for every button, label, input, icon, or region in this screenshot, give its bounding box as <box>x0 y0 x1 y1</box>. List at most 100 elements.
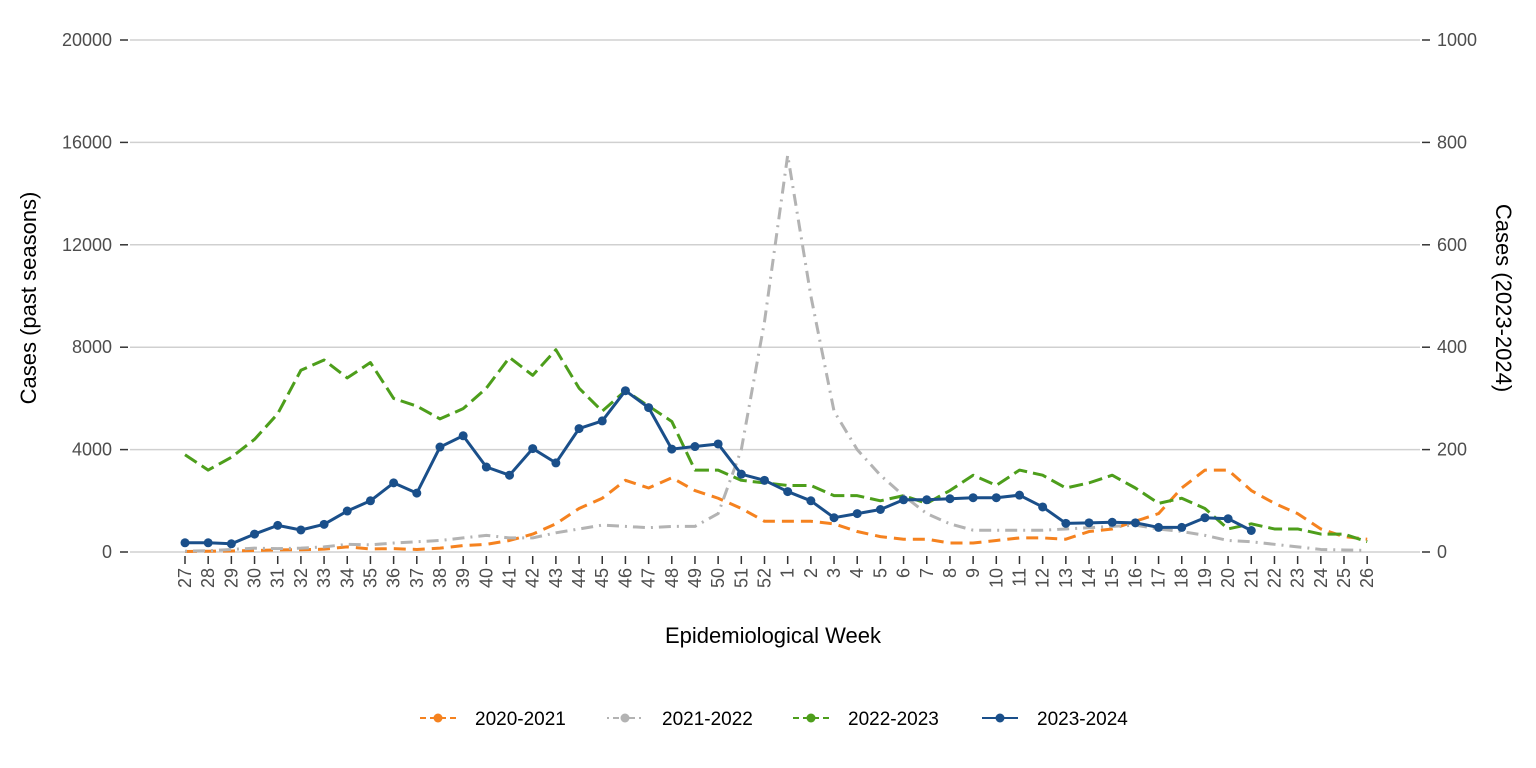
x-tick-label: 40 <box>476 568 496 588</box>
x-tick-label: 10 <box>986 568 1006 588</box>
data-point <box>1200 513 1210 523</box>
left-tick-label: 16000 <box>62 132 112 152</box>
data-point <box>435 442 445 452</box>
legend-swatch-marker <box>806 713 816 723</box>
x-tick-label: 29 <box>221 568 241 588</box>
x-tick-label: 14 <box>1079 568 1099 588</box>
data-point <box>319 519 329 529</box>
data-point <box>528 444 538 454</box>
data-point <box>852 509 862 519</box>
x-tick-label: 51 <box>731 568 751 588</box>
x-tick-label: 4 <box>847 568 867 578</box>
left-tick-label: 0 <box>102 542 112 562</box>
series-line-2021-2022 <box>184 153 1368 553</box>
data-point <box>226 539 236 549</box>
x-axis: 27 28 29 30 31 32 33 34 35 36 37 38 39 40 41 42 43 44 45 46… <box>175 556 1377 588</box>
data-point <box>458 431 468 441</box>
x-tick-label: 20 <box>1218 568 1238 588</box>
x-tick-label: 38 <box>430 568 450 588</box>
data-point <box>667 444 677 454</box>
data-point <box>783 487 793 497</box>
right-tick-label: 200 <box>1437 440 1467 460</box>
x-tick-label: 43 <box>546 568 566 588</box>
left-tick-label: 8000 <box>72 337 112 357</box>
data-point <box>342 506 352 516</box>
data-point <box>365 496 375 506</box>
data-point <box>1177 522 1187 532</box>
left-tick-label: 20000 <box>62 30 112 50</box>
x-tick-label: 47 <box>639 568 659 588</box>
x-tick-label: 12 <box>1033 568 1053 588</box>
x-tick-label: 28 <box>198 568 218 588</box>
x-tick-label: 52 <box>755 568 775 588</box>
x-tick-label: 34 <box>337 568 357 588</box>
right-tick-label: 600 <box>1437 235 1467 255</box>
data-point <box>875 505 885 515</box>
data-point <box>991 493 1001 503</box>
gridlines <box>130 39 1420 553</box>
x-tick-label: 50 <box>708 568 728 588</box>
left-y-axis: 0 4000 8000 12000 16000 20000 <box>62 30 128 562</box>
legend-label: 2021-2022 <box>662 709 753 730</box>
data-point <box>551 458 561 468</box>
right-tick-label: 0 <box>1437 542 1447 562</box>
right-y-axis: 0 200 400 600 800 1000 <box>1422 30 1477 562</box>
data-point <box>389 478 399 488</box>
legend: 2020-2021 2021-2022 2022-2023 2023-2024 <box>420 709 1128 730</box>
data-point <box>481 462 491 472</box>
series-line-2020-2021 <box>184 468 1368 553</box>
x-tick-label: 7 <box>917 568 937 578</box>
data-point <box>1154 522 1164 532</box>
right-tick-label: 800 <box>1437 132 1467 152</box>
data-point <box>736 469 746 479</box>
right-tick-label: 1000 <box>1437 30 1477 50</box>
legend-label: 2023-2024 <box>1037 709 1128 730</box>
x-tick-label: 46 <box>615 568 635 588</box>
x-tick-label: 21 <box>1241 568 1261 588</box>
data-point <box>1061 518 1071 528</box>
x-axis-title: Epidemiological Week <box>665 623 882 648</box>
x-tick-label: 25 <box>1334 568 1354 588</box>
data-point <box>922 495 932 505</box>
x-tick-label: 45 <box>592 568 612 588</box>
x-tick-label: 36 <box>384 568 404 588</box>
x-tick-label: 11 <box>1009 568 1029 587</box>
x-tick-label: 30 <box>245 568 265 588</box>
data-point <box>203 538 213 548</box>
data-point <box>597 416 607 426</box>
data-point <box>505 470 515 480</box>
legend-swatch-marker <box>995 713 1005 723</box>
x-tick-label: 18 <box>1172 568 1192 588</box>
data-point <box>1038 502 1048 512</box>
x-tick-label: 35 <box>360 568 380 588</box>
data-point <box>644 403 654 413</box>
data-point <box>1084 518 1094 528</box>
data-point <box>620 386 630 396</box>
data-point <box>412 488 422 498</box>
x-tick-label: 6 <box>894 568 914 578</box>
x-tick-label: 33 <box>314 568 334 588</box>
data-point <box>945 494 955 504</box>
legend-swatch-marker <box>433 713 443 723</box>
data-point <box>296 525 306 535</box>
x-tick-label: 19 <box>1195 568 1215 588</box>
x-tick-label: 27 <box>175 568 195 588</box>
data-point <box>1246 525 1256 535</box>
left-tick-label: 12000 <box>62 235 112 255</box>
x-tick-label: 2 <box>801 568 821 578</box>
x-tick-label: 32 <box>291 568 311 588</box>
left-y-axis-title: Cases (past seasons) <box>16 192 41 405</box>
x-tick-label: 15 <box>1102 568 1122 588</box>
data-point <box>806 496 816 506</box>
x-tick-label: 39 <box>453 568 473 588</box>
x-tick-label: 13 <box>1056 568 1076 588</box>
x-tick-label: 41 <box>500 568 520 588</box>
data-point <box>829 513 839 523</box>
data-point <box>273 520 283 530</box>
x-tick-label: 17 <box>1149 568 1169 588</box>
x-tick-label: 49 <box>685 568 705 588</box>
data-point <box>690 442 700 452</box>
data-point <box>899 495 909 505</box>
data-point <box>1014 490 1024 500</box>
x-tick-label: 8 <box>940 568 960 578</box>
